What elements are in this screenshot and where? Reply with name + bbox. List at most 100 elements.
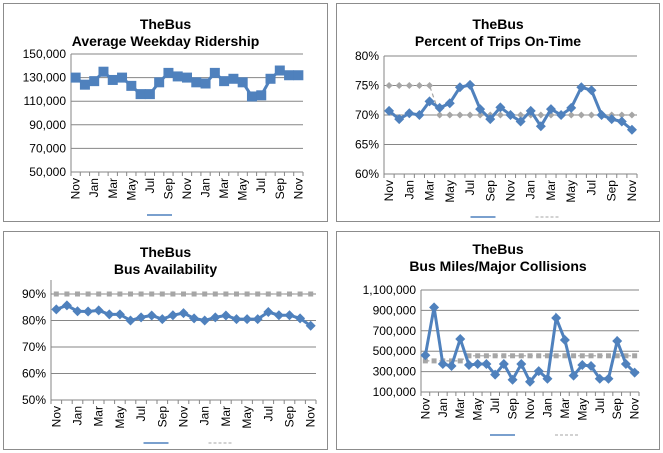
target-point [483,353,489,359]
data-point [463,359,474,370]
chart-title: TheBus Bus Miles/Major Collisions [337,241,659,275]
x-tick-label: May [575,398,589,421]
target-point [553,353,559,359]
x-tick-label: May [471,398,485,421]
y-tick-label: 700,000 [373,324,417,338]
target-point [496,111,504,119]
x-tick-label: Jan [199,178,213,197]
data-point [620,358,631,369]
data-point [490,369,501,380]
target-point [96,291,102,297]
target-point [223,291,229,297]
x-tick-label: May [564,180,578,203]
data-point [576,82,587,93]
target-point [577,111,585,119]
target-point [492,353,498,359]
x-tick-label: Jan [402,180,416,199]
target-point [544,353,550,359]
target-point [395,81,403,90]
data-point [515,116,526,127]
data-point [465,79,476,90]
target-point [623,353,629,359]
data-point [157,314,168,325]
target-point [53,291,59,297]
x-tick-label: Sep [161,178,175,200]
target-point [106,291,112,297]
y-tick-label: 500,000 [373,344,417,358]
x-tick-label: Mar [217,178,231,199]
x-tick-label: Mar [92,406,106,427]
y-tick-label: 65% [355,138,379,152]
y-tick-label: 70% [22,340,46,354]
chart-panel-availability: TheBus Bus Availability 50% 60% 70% 80% 90% N… [3,231,328,450]
target-point [456,111,464,119]
data-point [586,85,597,96]
x-tick-label: Nov [180,178,194,199]
chart-title-line1: TheBus [472,16,524,32]
data-point [454,82,465,93]
data-point [107,74,118,85]
data-point [252,314,263,325]
data-point [231,314,242,325]
x-tick-label: Nov [523,398,537,419]
y-tick-label: 150,000 [23,47,67,61]
availability-chart: 50% 60% 70% 80% 90% Nov Jan Mar May Jul Sep Nov Jan M… [22,280,318,444]
target-point [415,81,423,90]
target-point [128,291,133,297]
data-point [612,336,623,346]
data-point [125,315,136,326]
target-point [579,353,585,359]
data-point [586,360,597,371]
data-point [219,76,230,87]
target-point [436,111,444,119]
chart-subtitle: Percent of Trips On-Time [414,33,582,49]
target-point [212,291,218,297]
x-tick-label: Jan [87,178,101,197]
data-point [79,79,90,90]
target-point [265,291,271,297]
x-tick-label: Jul [261,406,275,421]
chart-subtitle: Bus Availability [113,261,218,277]
data-point [606,114,617,125]
data-point [525,105,536,116]
y-tick-label: 50,000 [29,165,66,179]
data-point [305,320,316,331]
target-point [632,353,638,359]
x-tick-label: Jan [524,180,538,199]
x-tick-label: Sep [610,398,624,420]
chart-subtitle: Bus Miles/Major Collisions [409,258,587,274]
y-tick-label: 75% [355,79,379,93]
data-point [505,110,516,120]
target-point [571,353,577,359]
data-point [293,70,304,81]
x-tick-label: Jul [143,178,157,193]
data-point [507,374,518,385]
target-point [588,353,594,359]
target-point [517,111,525,119]
data-point [542,373,553,384]
data-point [616,116,627,127]
data-point [237,77,248,88]
data-point [189,313,200,324]
x-tick-label: May [124,178,138,201]
target-point [234,291,239,297]
data-point [566,102,577,113]
data-point [420,350,431,361]
target-point [159,291,165,297]
actual-series-line [388,83,633,131]
data-point [472,358,483,369]
data-point [481,358,492,369]
x-tick-label: Jul [488,398,502,413]
chart-title-line1: TheBus [472,241,524,257]
data-point [535,121,546,132]
y-tick-label: 80% [355,49,379,63]
target-point [475,353,481,359]
target-point [255,291,261,297]
chart-title: TheBus Bus Availability [4,244,327,278]
data-point [154,77,165,88]
data-point [629,367,640,378]
data-point [93,305,104,316]
target-point [405,81,413,90]
x-tick-label: Mar [544,180,558,201]
x-tick-label: Mar [219,406,233,427]
